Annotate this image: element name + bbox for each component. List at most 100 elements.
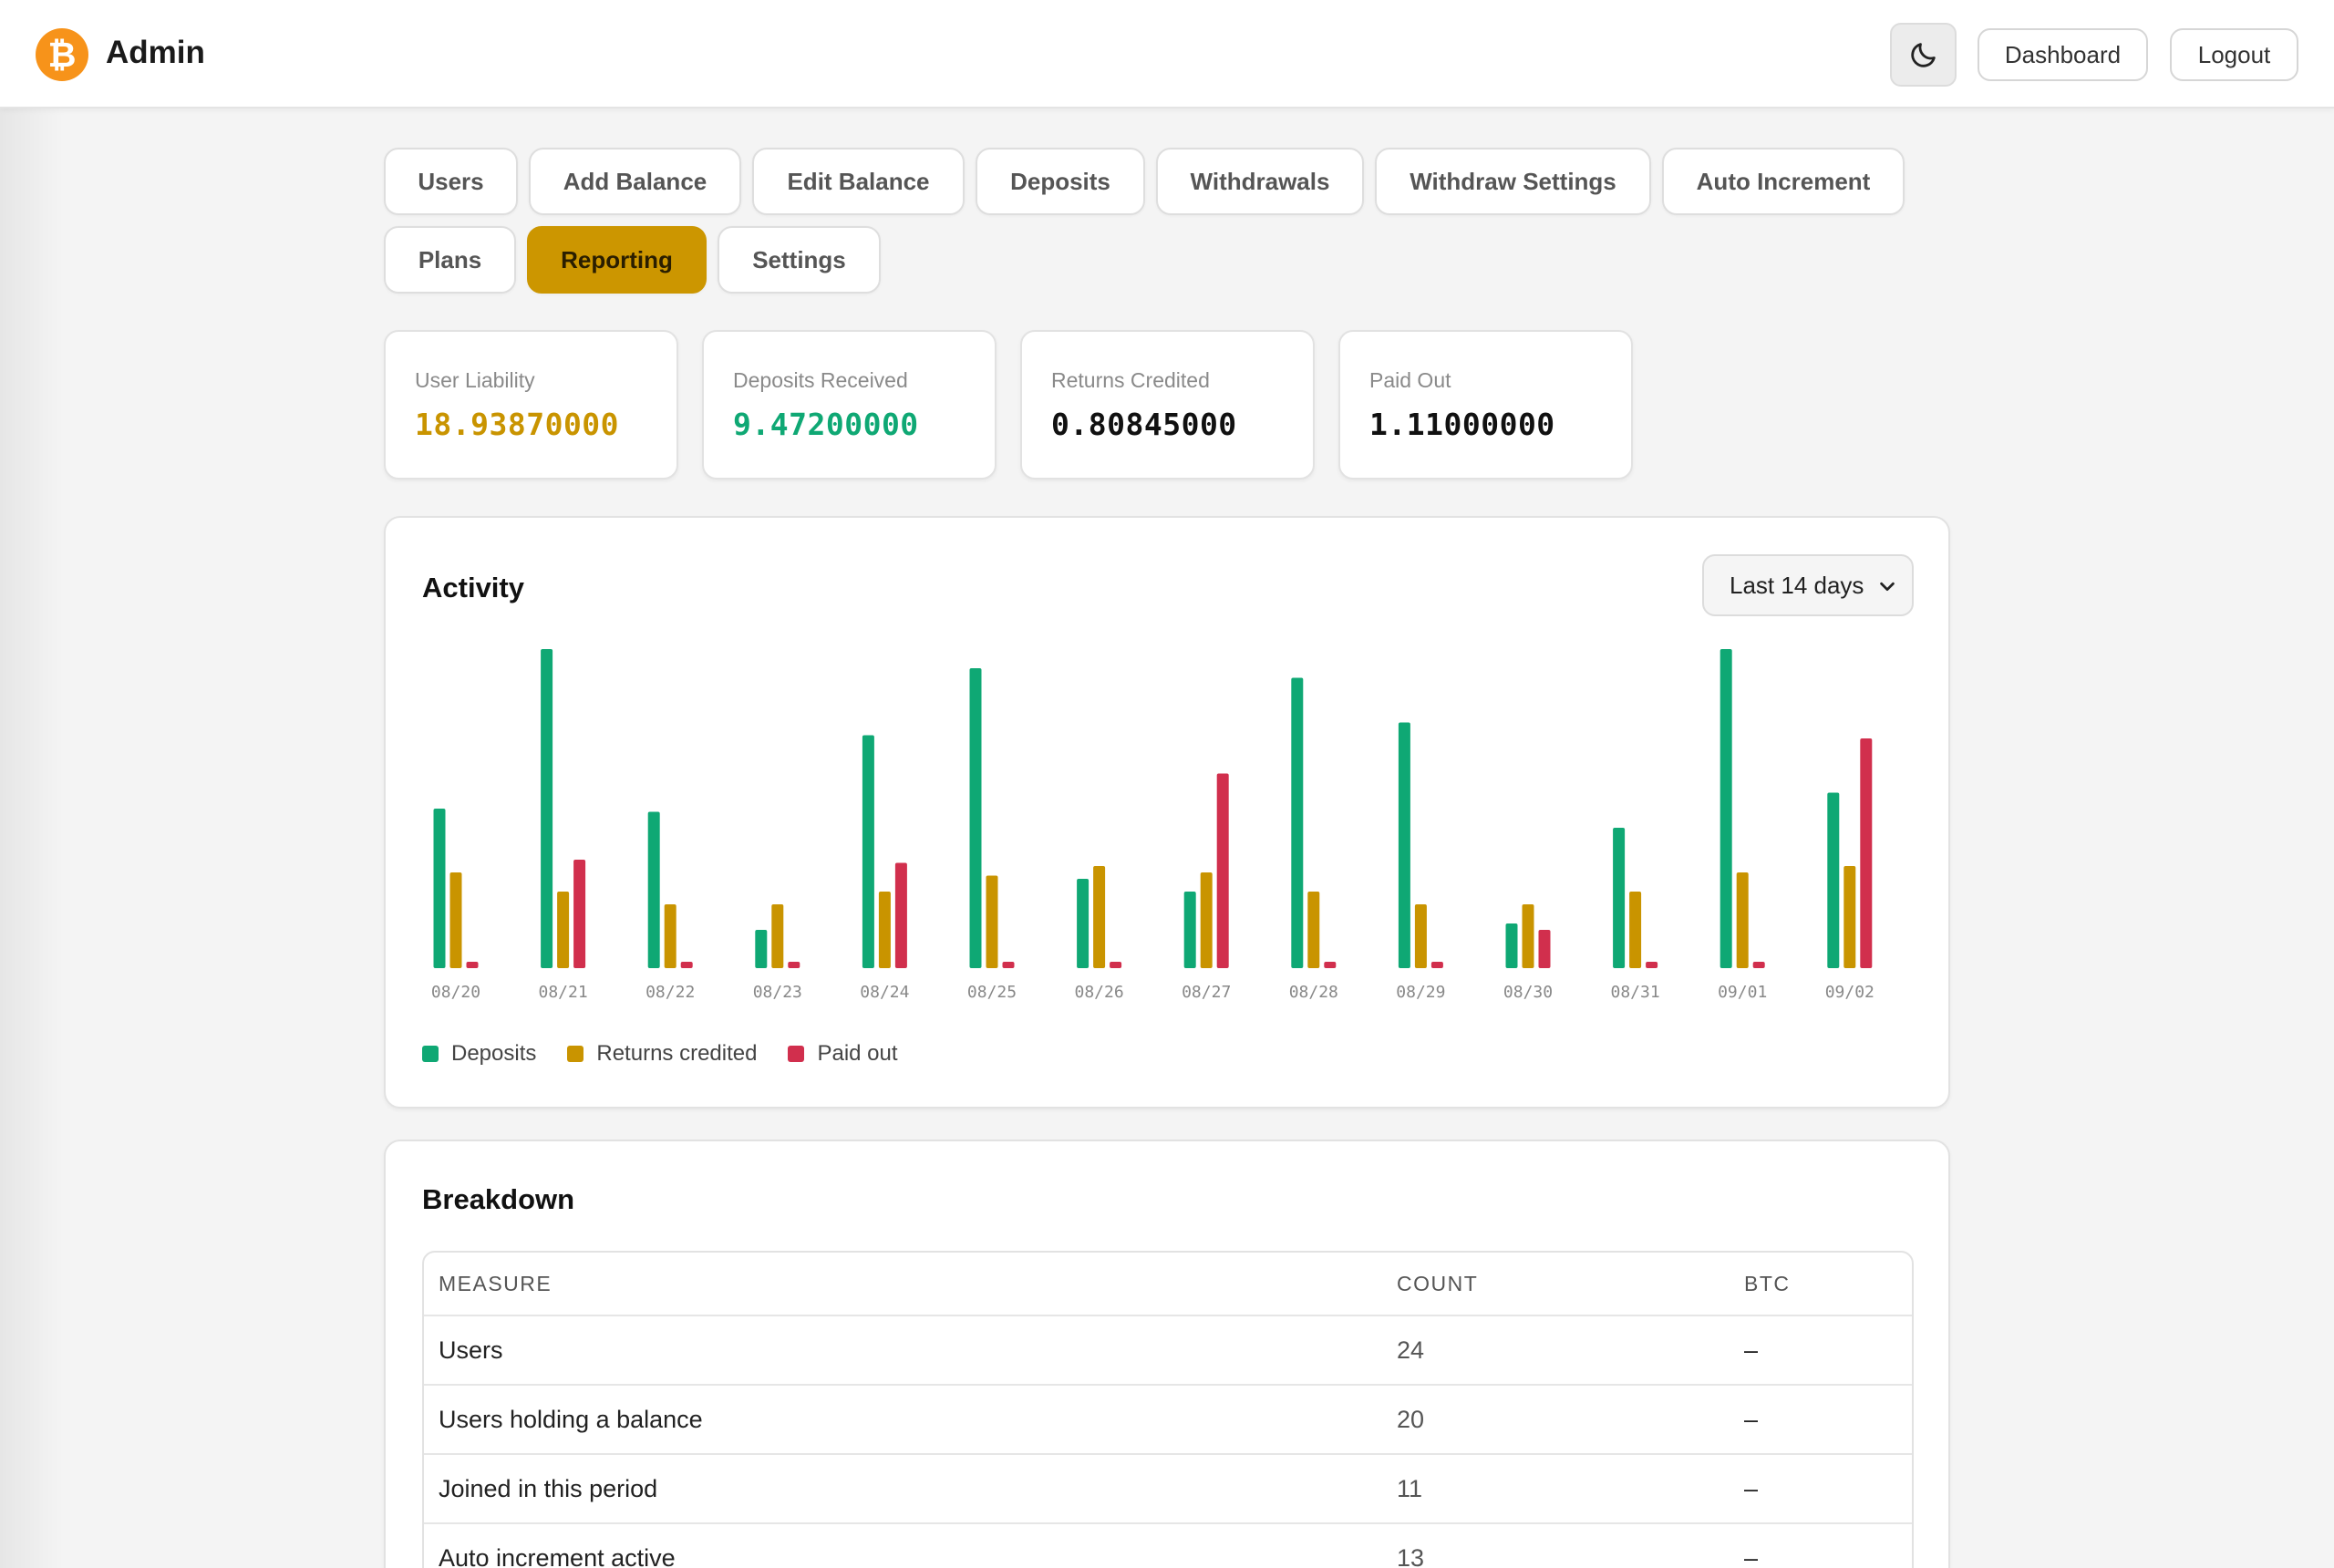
bar-paid-out-08-24: [894, 862, 907, 968]
tab-users[interactable]: Users: [384, 148, 518, 215]
theme-toggle-button[interactable]: [1890, 23, 1957, 87]
legend-label: Returns credited: [596, 1041, 758, 1066]
tab-plans[interactable]: Plans: [384, 226, 516, 294]
bar-returns-credited-08-25: [986, 875, 998, 968]
logout-button[interactable]: Logout: [2170, 28, 2298, 81]
table-row: Auto increment active 13 –: [424, 1524, 1912, 1568]
cell-count: 11: [1397, 1474, 1423, 1502]
column-header-count: COUNT: [1397, 1271, 1479, 1295]
bar-paid-out-08-31: [1646, 962, 1658, 968]
tab-withdraw-settings[interactable]: Withdraw Settings: [1375, 148, 1651, 215]
date-range-value: Last 14 days: [1730, 571, 1864, 599]
stat-value: 0.80845000: [1051, 407, 1237, 442]
stat-value: 18.93870000: [415, 407, 620, 442]
dashboard-button[interactable]: Dashboard: [1978, 28, 2148, 81]
x-tick-label: 08/21: [539, 983, 588, 1002]
x-tick-label: 08/25: [967, 983, 1017, 1002]
stat-label: Returns Credited: [1051, 368, 1210, 392]
bar-paid-out-08-22: [680, 962, 693, 968]
date-range-select[interactable]: Last 14 days: [1702, 554, 1914, 616]
x-tick-label: 09/01: [1718, 983, 1767, 1002]
bar-deposits-08-26: [1077, 879, 1090, 968]
legend-label: Paid out: [817, 1041, 898, 1066]
top-header: ₿ Admin Dashboard Logout: [0, 0, 2334, 108]
bar-deposits-08-31: [1613, 828, 1626, 968]
bar-paid-out-08-23: [788, 962, 800, 968]
tab-deposits[interactable]: Deposits: [976, 148, 1145, 215]
cell-measure: Users: [439, 1336, 503, 1364]
bar-deposits-08-20: [433, 809, 446, 968]
table-header-row: MEASURE COUNT BTC: [424, 1253, 1912, 1316]
bar-deposits-08-23: [755, 930, 768, 968]
x-tick-label: 08/28: [1289, 983, 1338, 1002]
cell-btc: –: [1744, 1474, 1759, 1502]
legend-label: Deposits: [451, 1041, 537, 1066]
stat-card-deposits-received: Deposits Received 9.47200000: [702, 330, 997, 480]
bar-paid-out-08-28: [1324, 962, 1337, 968]
chevron-down-icon: [1880, 582, 1895, 592]
bar-returns-credited-08-29: [1414, 904, 1427, 968]
legend-item-deposits: Deposits: [422, 1041, 536, 1067]
x-tick-label: 08/23: [753, 983, 802, 1002]
stat-label: Paid Out: [1369, 368, 1451, 392]
bar-returns-credited-08-30: [1522, 904, 1534, 968]
bar-returns-credited-08-21: [557, 892, 570, 968]
tab-settings[interactable]: Settings: [718, 226, 881, 294]
cell-count: 13: [1397, 1543, 1425, 1568]
bar-returns-credited-09-02: [1843, 866, 1856, 968]
cell-btc: –: [1744, 1405, 1759, 1433]
cell-measure: Joined in this period: [439, 1474, 658, 1502]
chart-legend: Deposits Returns credited Paid out: [422, 1041, 898, 1067]
stat-label: Deposits Received: [733, 368, 908, 392]
bar-paid-out-08-27: [1216, 773, 1229, 968]
bar-paid-out-08-20: [466, 962, 479, 968]
x-tick-label: 08/26: [1075, 983, 1124, 1002]
cell-count: 24: [1397, 1336, 1425, 1364]
x-tick-label: 08/31: [1611, 983, 1660, 1002]
x-tick-label: 08/22: [645, 983, 695, 1002]
bar-returns-credited-08-26: [1093, 866, 1106, 968]
cell-count: 20: [1397, 1405, 1425, 1433]
activity-title: Activity: [422, 572, 524, 603]
cell-btc: –: [1744, 1336, 1759, 1364]
tab-auto-increment[interactable]: Auto Increment: [1662, 148, 1905, 215]
breakdown-table: MEASURE COUNT BTC Users 24 – Users holdi…: [422, 1251, 1914, 1568]
bar-deposits-08-24: [862, 735, 874, 968]
tab-reporting[interactable]: Reporting: [527, 226, 707, 294]
bar-paid-out-08-26: [1110, 962, 1122, 968]
bar-returns-credited-09-01: [1736, 872, 1749, 968]
bar-deposits-08-27: [1183, 892, 1196, 968]
stat-value: 9.47200000: [733, 407, 919, 442]
column-header-btc: BTC: [1744, 1271, 1791, 1295]
bar-returns-credited-08-22: [664, 904, 676, 968]
bar-deposits-08-21: [541, 649, 553, 968]
bar-paid-out-08-30: [1538, 930, 1551, 968]
tab-add-balance[interactable]: Add Balance: [529, 148, 741, 215]
bar-paid-out-09-02: [1860, 738, 1873, 968]
stat-value: 1.11000000: [1369, 407, 1555, 442]
tab-withdrawals[interactable]: Withdrawals: [1156, 148, 1364, 215]
tab-edit-balance[interactable]: Edit Balance: [752, 148, 965, 215]
page-side-shade: [0, 108, 64, 1568]
cell-btc: –: [1744, 1543, 1759, 1568]
activity-bar-chart: 08/20 08/21 08/22 08/23 08/24 08/25 08/26 08/27…: [431, 649, 1874, 1002]
bar-paid-out-08-25: [1002, 962, 1015, 968]
legend-item-returns-credited: Returns credited: [567, 1041, 757, 1067]
x-tick-label: 08/27: [1182, 983, 1231, 1002]
stat-card-user-liability: User Liability 18.93870000: [384, 330, 678, 480]
legend-swatch: [567, 1046, 584, 1062]
table-row: Joined in this period 11 –: [424, 1455, 1912, 1524]
x-tick-label: 08/20: [431, 983, 480, 1002]
table-row: Users holding a balance 20 –: [424, 1386, 1912, 1455]
cell-measure: Users holding a balance: [439, 1405, 703, 1433]
legend-swatch: [788, 1046, 805, 1062]
cell-measure: Auto increment active: [439, 1543, 676, 1568]
x-tick-label: 08/30: [1503, 983, 1553, 1002]
activity-panel: Activity Last 14 days 08/20 08/21 08/22 08/…: [384, 516, 1950, 1109]
x-tick-label: 08/24: [860, 983, 909, 1002]
bar-returns-credited-08-23: [771, 904, 784, 968]
bar-returns-credited-08-28: [1307, 892, 1320, 968]
stat-card-returns-credited: Returns Credited 0.80845000: [1020, 330, 1315, 480]
legend-item-paid-out: Paid out: [788, 1041, 898, 1067]
bar-returns-credited-08-31: [1629, 892, 1642, 968]
